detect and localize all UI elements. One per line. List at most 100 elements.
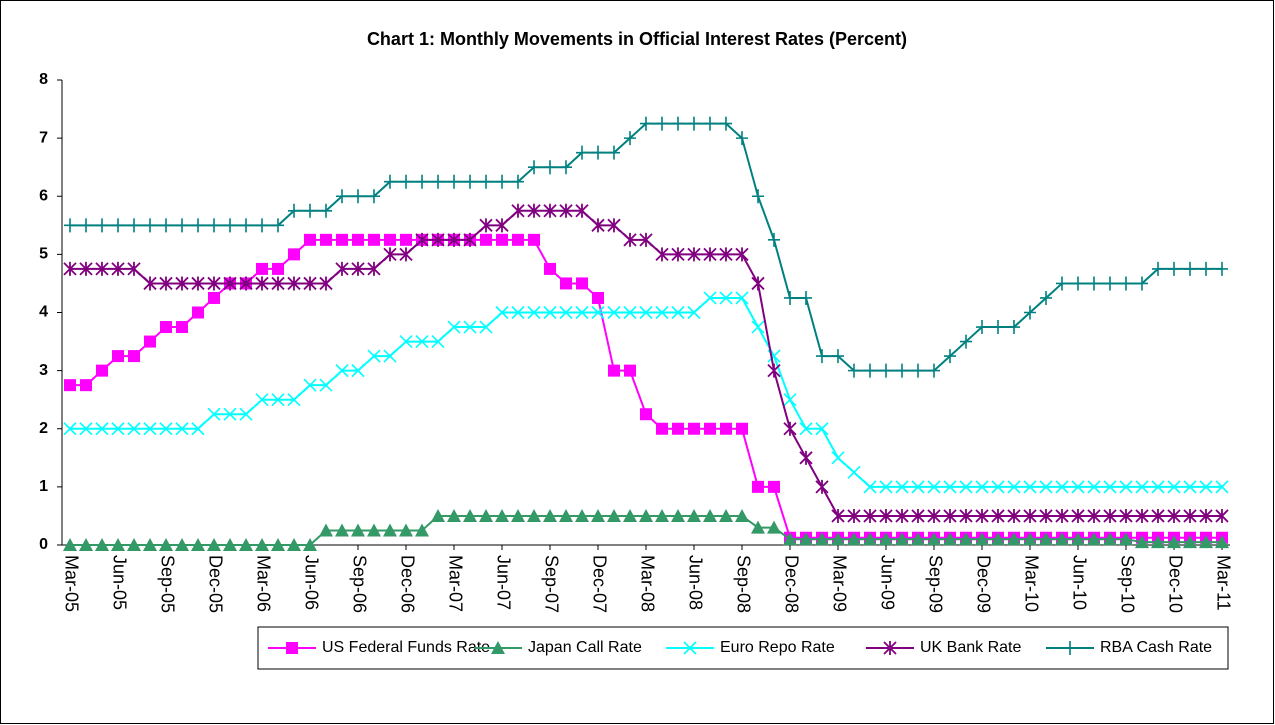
marker bbox=[912, 363, 924, 378]
marker bbox=[752, 189, 764, 204]
marker bbox=[1216, 261, 1228, 276]
marker bbox=[895, 532, 909, 546]
marker bbox=[720, 116, 732, 131]
marker bbox=[672, 116, 684, 131]
y-tick-label: 1 bbox=[39, 478, 48, 495]
marker bbox=[1215, 508, 1229, 523]
marker bbox=[176, 321, 188, 334]
marker bbox=[1007, 480, 1021, 494]
marker bbox=[432, 174, 444, 189]
marker bbox=[431, 232, 445, 247]
marker bbox=[815, 479, 829, 494]
marker bbox=[831, 532, 845, 546]
marker bbox=[335, 523, 349, 537]
marker bbox=[336, 233, 348, 246]
marker bbox=[895, 508, 909, 523]
marker bbox=[527, 305, 541, 320]
marker bbox=[383, 247, 397, 262]
marker bbox=[496, 174, 508, 189]
marker bbox=[1168, 261, 1180, 276]
marker bbox=[847, 532, 861, 546]
marker bbox=[735, 247, 749, 262]
marker bbox=[1135, 480, 1149, 494]
marker bbox=[559, 203, 573, 218]
marker bbox=[575, 305, 589, 320]
marker bbox=[160, 218, 172, 233]
marker bbox=[463, 320, 477, 334]
chart-title: Chart 1: Monthly Movements in Official I… bbox=[367, 29, 907, 49]
marker bbox=[879, 508, 893, 523]
marker bbox=[319, 523, 333, 537]
marker bbox=[687, 247, 701, 262]
marker bbox=[367, 261, 381, 276]
marker bbox=[288, 203, 300, 218]
y-tick-label: 3 bbox=[39, 362, 48, 379]
marker bbox=[1008, 320, 1020, 335]
marker bbox=[335, 261, 349, 276]
marker bbox=[799, 450, 813, 465]
marker bbox=[207, 538, 221, 551]
y-tick-label: 5 bbox=[39, 246, 48, 263]
marker bbox=[1167, 508, 1181, 523]
marker bbox=[480, 174, 492, 189]
marker bbox=[959, 532, 973, 546]
marker bbox=[687, 305, 701, 320]
marker bbox=[976, 320, 988, 335]
marker bbox=[255, 538, 269, 551]
marker bbox=[1120, 276, 1132, 291]
marker bbox=[128, 218, 140, 233]
marker bbox=[607, 305, 621, 320]
legend-label: Japan Call Rate bbox=[528, 639, 642, 656]
marker bbox=[639, 508, 653, 522]
marker bbox=[559, 305, 573, 320]
marker bbox=[384, 174, 396, 189]
marker bbox=[511, 203, 525, 218]
marker bbox=[815, 422, 829, 436]
x-tick-label: Jun-09 bbox=[877, 555, 897, 610]
marker bbox=[95, 422, 109, 436]
marker bbox=[127, 261, 141, 276]
marker bbox=[719, 247, 733, 262]
marker bbox=[128, 350, 140, 363]
marker bbox=[640, 116, 652, 131]
marker bbox=[79, 538, 93, 551]
marker bbox=[495, 508, 509, 522]
marker bbox=[143, 422, 157, 436]
marker bbox=[1119, 508, 1133, 523]
y-tick-label: 0 bbox=[39, 536, 48, 553]
marker bbox=[351, 261, 365, 276]
marker bbox=[127, 422, 141, 436]
marker bbox=[1040, 290, 1052, 305]
x-tick-label: Mar-05 bbox=[61, 555, 81, 612]
marker bbox=[207, 276, 221, 291]
marker bbox=[576, 277, 588, 290]
marker bbox=[400, 233, 412, 246]
marker bbox=[960, 334, 972, 349]
marker bbox=[991, 508, 1005, 523]
marker bbox=[928, 363, 940, 378]
marker bbox=[175, 538, 189, 551]
marker bbox=[1119, 480, 1133, 494]
marker bbox=[415, 334, 429, 349]
legend-label: Euro Repo Rate bbox=[720, 639, 835, 656]
marker bbox=[272, 262, 284, 275]
marker bbox=[767, 520, 781, 534]
x-tick-label: Mar-11 bbox=[1213, 555, 1233, 611]
marker bbox=[703, 247, 717, 262]
marker bbox=[272, 218, 284, 233]
marker bbox=[319, 276, 333, 291]
marker bbox=[895, 480, 909, 494]
marker bbox=[672, 422, 684, 435]
marker bbox=[1087, 532, 1101, 546]
marker bbox=[863, 508, 877, 523]
marker bbox=[655, 247, 669, 262]
marker bbox=[95, 261, 109, 276]
marker bbox=[491, 641, 505, 654]
marker bbox=[607, 508, 621, 522]
marker bbox=[975, 480, 989, 494]
marker bbox=[1215, 480, 1229, 494]
marker bbox=[400, 174, 412, 189]
marker bbox=[1087, 480, 1101, 494]
marker bbox=[927, 508, 941, 523]
